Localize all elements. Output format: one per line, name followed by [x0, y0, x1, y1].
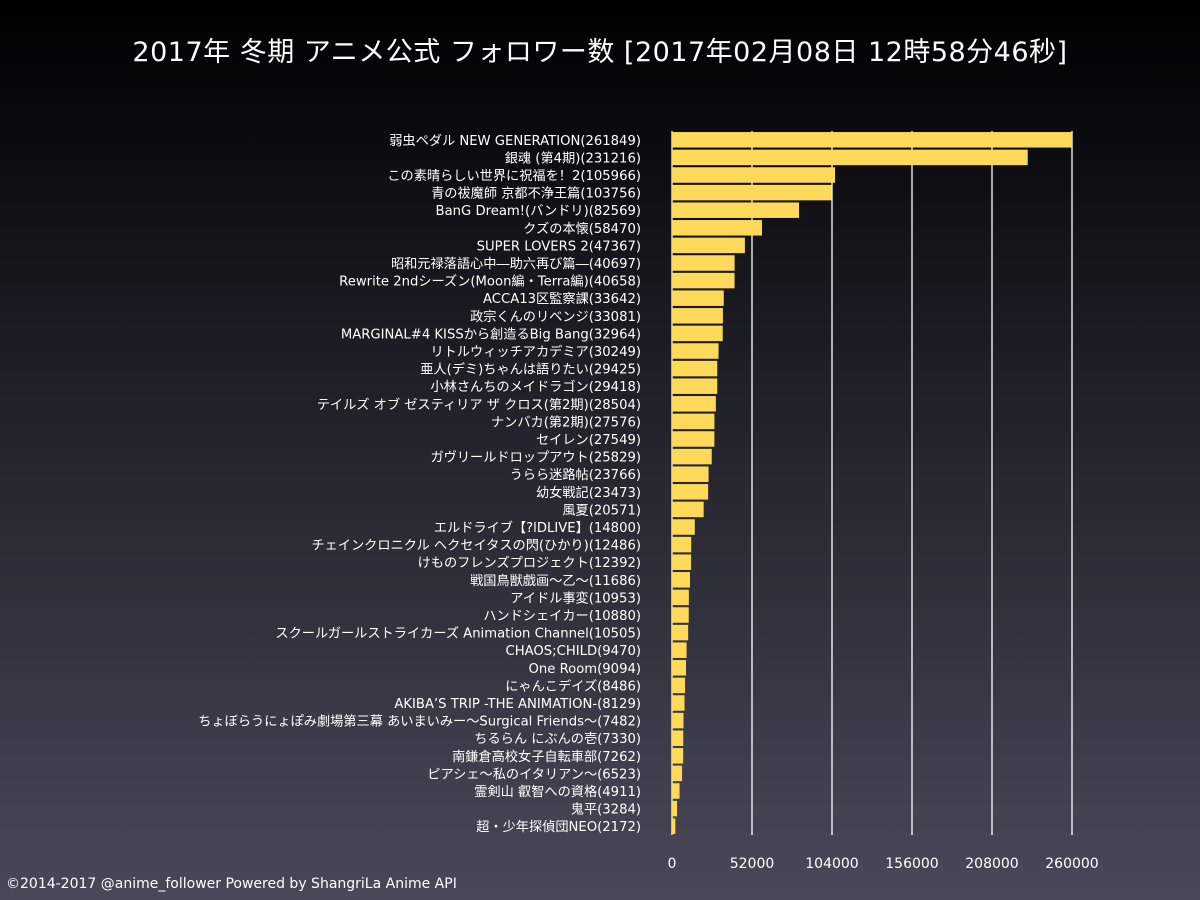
- bar: [672, 308, 723, 324]
- category-label: クズの本懐(58470): [523, 220, 641, 237]
- category-label: 銀魂 (第4期)(231216): [505, 149, 641, 166]
- bar: [672, 484, 709, 500]
- category-label: ピアシェ～私のイタリアン～(6523): [427, 766, 641, 782]
- bar: [672, 272, 735, 289]
- footer-credit: ©2014-2017 @anime_follower Powered by Sh…: [6, 876, 457, 892]
- x-tick-label: 104000: [805, 856, 858, 872]
- bar: [672, 624, 689, 641]
- chart-title: 2017年 冬期 アニメ公式 フォロワー数 [2017年02月08日 12時58…: [132, 37, 1068, 68]
- bar: [672, 413, 715, 430]
- category-label: にゃんこデイズ(8486): [505, 677, 641, 694]
- bar: [672, 431, 715, 447]
- bar: [672, 325, 723, 342]
- bar: [672, 255, 735, 271]
- bar: [672, 167, 836, 183]
- x-tick-label: 260000: [1045, 856, 1098, 872]
- category-label: 亜人(デミ)ちゃんは語りたい(29425): [420, 361, 641, 378]
- category-labels: 弱虫ペダル NEW GENERATION(261849)銀魂 (第4期)(231…: [198, 133, 641, 835]
- bar: [672, 360, 718, 377]
- category-label: AKIBA’S TRIP -THE ANIMATION-(8129): [394, 697, 641, 712]
- category-label: CHAOS;CHILD(9470): [506, 644, 641, 659]
- category-label: リトルウィッチアカデミア(30249): [431, 343, 642, 360]
- category-label: 鬼平(3284): [571, 802, 641, 818]
- bar: [672, 184, 832, 201]
- category-label: ハンドシェイカー(10880): [483, 609, 641, 624]
- category-label: チェインクロニクル ヘクセイタスの閃(ひかり)(12486): [311, 538, 641, 554]
- category-label: うらら迷路帖(23766): [510, 467, 641, 483]
- category-label: アイドル事変(10953): [510, 589, 641, 606]
- category-label: SUPER LOVERS 2(47367): [477, 239, 641, 254]
- bar: [672, 572, 690, 588]
- bar: [672, 589, 689, 606]
- category-label: 南鎌倉高校女子自転車部(7262): [452, 748, 641, 765]
- bar: [672, 237, 745, 254]
- category-label: けものフレンズプロジェクト(12392): [418, 555, 641, 571]
- category-label: ガヴリールドロップアウト(25829): [431, 449, 642, 466]
- category-label: 青の祓魔師 京都不浄王篇(103756): [431, 186, 641, 202]
- category-label: テイルズ オブ ゼスティリア ザ クロス(第2期)(28504): [317, 396, 641, 413]
- bar: [672, 378, 718, 394]
- bar: [672, 396, 716, 412]
- bar: [672, 642, 687, 658]
- category-label: エルドライブ【?lDLIVE】(14800): [434, 519, 641, 536]
- category-label: 超・少年探偵団NEO(2172): [476, 819, 641, 835]
- x-tick-label: 0: [668, 856, 677, 872]
- bar: [672, 765, 683, 782]
- category-label: ACCA13区監察課(33642): [483, 290, 641, 307]
- category-label: 政宗くんのリベンジ(33081): [470, 309, 641, 325]
- bar: [672, 220, 762, 236]
- category-label: Rewrite 2ndシーズン(Moon編・Terra編)(40658): [339, 274, 641, 290]
- bar: [672, 202, 800, 218]
- category-label: ちるらん にぶんの壱(7330): [474, 731, 641, 747]
- category-label: BanG Dream!(バンドリ)(82569): [436, 204, 641, 219]
- bar: [672, 677, 686, 694]
- category-label: MARGINAL#4 KISSから創造るBig Bang(32964): [341, 326, 641, 342]
- category-label: スクールガールストライカーズ Animation Channel(10505): [275, 626, 641, 642]
- x-tick-label: 52000: [730, 856, 775, 872]
- bar: [672, 290, 724, 306]
- x-tick-label: 156000: [885, 856, 938, 872]
- category-label: セイレン(27549): [536, 433, 641, 448]
- bar: [672, 712, 684, 729]
- x-axis-ticks: 0 52000 104000 156000 208000 260000: [668, 856, 1099, 872]
- category-label: 弱虫ペダル NEW GENERATION(261849): [389, 133, 641, 149]
- category-label: この素晴らしい世界に祝福を！2(105966): [387, 168, 641, 184]
- bar: [672, 132, 1072, 148]
- bar: [672, 466, 709, 482]
- bar: [672, 501, 704, 518]
- bar: [672, 800, 678, 817]
- category-label: 小林さんちのメイドラゴン(29418): [431, 378, 642, 395]
- bar: [672, 783, 680, 799]
- category-label: 霊剣山 叡智への資格(4911): [474, 784, 641, 800]
- bar: [672, 554, 692, 570]
- category-label: 風夏(20571): [562, 503, 641, 518]
- bar: [672, 149, 1028, 166]
- bar: [672, 607, 689, 623]
- bar: [672, 448, 712, 465]
- bar: [672, 748, 684, 764]
- bar: [672, 818, 676, 834]
- bar: [672, 695, 685, 711]
- bar: [672, 730, 684, 746]
- category-label: ナンバカ(第2期)(27576): [491, 413, 641, 430]
- bar: [672, 536, 692, 553]
- x-tick-label: 208000: [965, 856, 1018, 872]
- category-label: One Room(9094): [529, 662, 641, 677]
- bar: [672, 343, 719, 359]
- bar: [672, 660, 686, 676]
- gridlines: [671, 131, 1073, 835]
- category-label: ちょぼらうにょぽみ劇場第三幕 あいまいみー～Surgical Friends～(…: [198, 713, 641, 730]
- category-label: 昭和元禄落語心中―助六再び篇―(40697): [391, 255, 641, 272]
- bars: [672, 132, 1072, 834]
- bar: [672, 519, 695, 535]
- category-label: 戦国鳥獣戯画～乙～(11686): [470, 573, 641, 589]
- category-label: 幼女戦記(23473): [536, 484, 641, 501]
